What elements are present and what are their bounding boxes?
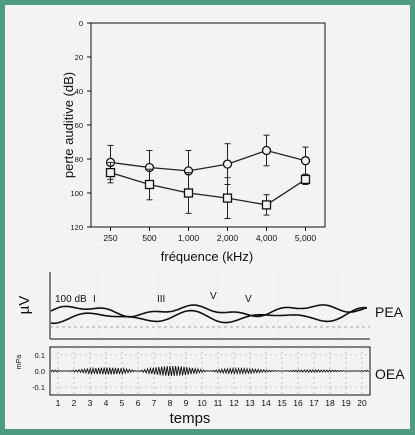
- oea-x-tick-label: 14: [261, 398, 271, 408]
- oea-x-tick-label: 18: [325, 398, 335, 408]
- oea-x-tick-label: 2: [72, 398, 77, 408]
- audiogram-y-tick-label: 120: [70, 223, 83, 232]
- audiogram-point-square: [222, 193, 233, 203]
- oea-x-tick-label: 7: [152, 398, 157, 408]
- oea-x-tick-label: 17: [309, 398, 319, 408]
- oea-y-tick-label: 0.1: [35, 351, 45, 360]
- figure-panel: 0 20 40 60 80 100 120 250 500 1,000 2,000 4,000 5,0…: [5, 5, 410, 429]
- audiogram-point-circle: [222, 159, 233, 169]
- oea-x-tick-label: 20: [357, 398, 367, 408]
- pea-wave-label-4: V: [245, 294, 252, 305]
- oea-x-axis-label: temps: [170, 410, 211, 427]
- audiogram-chart: 0 20 40 60 80 100 120 250 500 1,000 2,000 4,000 5,0…: [61, 19, 326, 264]
- oea-x-tick-label: 13: [245, 398, 255, 408]
- oea-x-tick-label: 6: [136, 398, 141, 408]
- oea-x-tick-label: 9: [184, 398, 189, 408]
- pea-wave-label-3: V: [210, 291, 217, 302]
- pea-level-annotation: 100 dB: [55, 294, 87, 305]
- audiogram-series-line-2: [110, 171, 306, 206]
- pea-y-axis-label: µV: [16, 296, 33, 315]
- oea-x-ticks: 1 2 3 4 5 6 7 8 9 10 11 12 13 14 15 16 17 18 19 20: [56, 398, 367, 408]
- oea-x-tick-label: 15: [277, 398, 287, 408]
- audiogram-x-tick-label: 500: [142, 233, 156, 243]
- audiogram-series: [105, 134, 311, 219]
- oea-x-tick-label: 1: [56, 398, 61, 408]
- oea-trace: [50, 366, 370, 376]
- oea-y-tick-label: 0.0: [35, 367, 45, 376]
- oea-x-tick-label: 8: [168, 398, 173, 408]
- audiogram-y-tick-label: 0: [79, 19, 83, 28]
- oea-x-tick-label: 4: [104, 398, 109, 408]
- oea-x-tick-label: 16: [293, 398, 303, 408]
- oea-x-tick-label: 10: [197, 398, 207, 408]
- audiogram-point-square: [300, 174, 311, 185]
- pea-wave-label-2: III: [157, 294, 165, 305]
- audiogram-y-tick-label: 40: [75, 87, 83, 96]
- pea-chart: µV 100 dB I III V V PEA: [16, 272, 404, 340]
- oea-x-tick-label: 19: [341, 398, 351, 408]
- oea-x-tick-label: 11: [214, 398, 223, 408]
- audiogram-x-tick-label: 250: [103, 233, 117, 243]
- audiogram-x-tick-label: 1,000: [178, 233, 200, 243]
- audiogram-point-circle: [300, 156, 311, 166]
- oea-chart: 0.10.0-0.1 1 2 3 4 5 6 7 8 9 10 11 12 13 14 15 16 17 18 19…: [16, 346, 405, 427]
- audiogram-y-ticks: 0 20 40 60 80 100 120: [70, 19, 91, 232]
- audiogram-point-circle: [261, 145, 272, 156]
- oea-x-tick-label: 12: [229, 398, 239, 408]
- pea-trace-1: [50, 304, 368, 318]
- oea-label: OEA: [375, 366, 405, 382]
- pea-label: PEA: [375, 304, 404, 320]
- oea-y-tick-label: -0.1: [32, 383, 45, 392]
- audiogram-point-square: [261, 200, 272, 210]
- pea-grid: [97, 273, 339, 339]
- audiogram-x-tick-label: 5,000: [295, 233, 317, 243]
- audiogram-point-square: [105, 167, 116, 178]
- audiogram-plot-frame: [90, 22, 326, 228]
- audiogram-y-tick-label: 80: [75, 155, 83, 164]
- oea-x-tick-label: 5: [120, 398, 125, 408]
- oea-y-axis-label: mPa: [16, 355, 23, 370]
- audiogram-x-tick-label: 2,000: [217, 233, 239, 243]
- audiogram-point-square: [183, 188, 194, 198]
- audiogram-x-axis-label: fréquence (kHz): [161, 249, 253, 264]
- audiogram-point-square: [144, 179, 155, 190]
- pea-wave-label-1: I: [93, 294, 96, 305]
- pea-trace-2: [50, 306, 368, 325]
- oea-x-tick-label: 3: [88, 398, 93, 408]
- audiogram-y-tick-label: 20: [75, 53, 83, 62]
- oea-y-ticks: 0.1 0.0 -0.1: [32, 351, 45, 392]
- audiogram-y-axis-label: perte auditive (dB): [61, 72, 76, 178]
- audiogram-y-tick-label: 100: [70, 189, 83, 198]
- audiogram-series-line-1: [110, 149, 306, 172]
- audiogram-y-tick-label: 60: [75, 121, 83, 130]
- audiogram-x-ticks: 250 500 1,000 2,000 4,000 5,000: [103, 227, 316, 243]
- audiogram-x-tick-label: 4,000: [256, 233, 278, 243]
